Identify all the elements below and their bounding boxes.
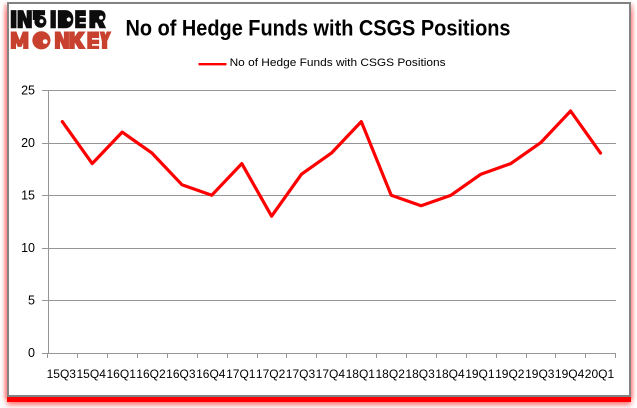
svg-text:17Q1: 17Q1 <box>226 367 256 381</box>
svg-text:25: 25 <box>21 84 35 98</box>
svg-text:19Q4: 19Q4 <box>555 367 585 381</box>
svg-text:20: 20 <box>21 136 35 150</box>
svg-text:17Q3: 17Q3 <box>286 367 316 381</box>
svg-text:16Q4: 16Q4 <box>196 367 226 381</box>
svg-text:19Q1: 19Q1 <box>465 367 495 381</box>
svg-text:18Q4: 18Q4 <box>435 367 465 381</box>
svg-text:5: 5 <box>28 294 35 308</box>
svg-text:16Q2: 16Q2 <box>136 367 166 381</box>
svg-text:19Q3: 19Q3 <box>525 367 555 381</box>
svg-text:17Q2: 17Q2 <box>256 367 286 381</box>
svg-text:15Q3: 15Q3 <box>47 367 77 381</box>
svg-text:10: 10 <box>21 241 35 255</box>
svg-text:16Q1: 16Q1 <box>107 367 137 381</box>
svg-text:0: 0 <box>28 346 35 360</box>
svg-text:19Q2: 19Q2 <box>495 367 525 381</box>
svg-text:15Q4: 15Q4 <box>77 367 107 381</box>
svg-text:18Q2: 18Q2 <box>376 367 406 381</box>
svg-text:No of Hedge Funds with CSGS Po: No of Hedge Funds with CSGS Positions <box>126 15 511 40</box>
svg-text:15: 15 <box>21 189 35 203</box>
svg-text:17Q4: 17Q4 <box>316 367 346 381</box>
svg-text:No of Hedge Funds with CSGS Po: No of Hedge Funds with CSGS Positions <box>230 57 447 69</box>
svg-text:16Q3: 16Q3 <box>166 367 196 381</box>
svg-text:20Q1: 20Q1 <box>585 367 615 381</box>
svg-text:18Q3: 18Q3 <box>405 367 435 381</box>
svg-text:18Q1: 18Q1 <box>346 367 376 381</box>
